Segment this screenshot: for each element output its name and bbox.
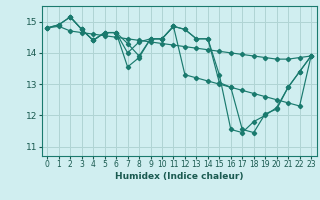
X-axis label: Humidex (Indice chaleur): Humidex (Indice chaleur) xyxy=(115,172,244,181)
